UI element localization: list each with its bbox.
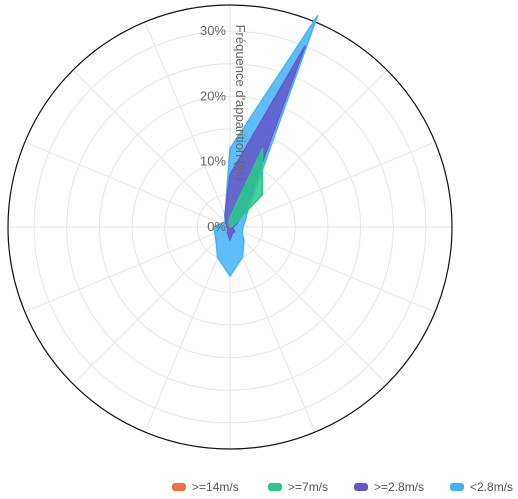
- grid-ring: [131, 128, 329, 326]
- legend: >=14m/s >=7m/s >=2.8m/s <2.8m/s: [0, 477, 518, 499]
- legend-swatch-14ms: [172, 483, 186, 491]
- polar-grid: [7, 4, 453, 450]
- spoke-line: [72, 69, 231, 228]
- series-area-7m-s: [228, 147, 264, 228]
- radial-tick-labels: 0% 10% 20% 30%: [200, 23, 226, 234]
- spoke-line: [229, 226, 436, 313]
- grid-ring: [98, 95, 362, 359]
- spoke-line: [229, 226, 388, 385]
- tick-label-10: 10%: [200, 154, 226, 169]
- series-area-14m-s: [229, 225, 232, 228]
- legend-label-lt-2-8ms: <2.8m/s: [470, 480, 514, 494]
- legend-swatch-2-8ms: [354, 483, 368, 491]
- grid-ring: [33, 30, 427, 424]
- grid-ring: [66, 63, 394, 391]
- legend-swatch-lt-2-8ms: [450, 483, 464, 491]
- spoke-line: [144, 21, 231, 228]
- legend-item-2-8ms[interactable]: >=2.8m/s: [354, 477, 424, 497]
- legend-label-14ms: >=14m/s: [192, 480, 239, 494]
- outer-circle: [7, 4, 453, 450]
- series-layer: [212, 15, 319, 277]
- spoke-line: [24, 226, 231, 313]
- legend-item-14ms[interactable]: >=14m/s: [172, 477, 239, 497]
- legend-swatch-7ms: [268, 483, 282, 491]
- tick-label-30: 30%: [200, 23, 226, 38]
- legend-item-7ms[interactable]: >=7m/s: [268, 477, 328, 497]
- spoke-line: [72, 226, 231, 385]
- legend-item-lt-2-8ms[interactable]: <2.8m/s: [450, 477, 513, 497]
- legend-label-2-8ms: >=2.8m/s: [374, 480, 425, 494]
- legend-label-7ms: >=7m/s: [288, 480, 329, 494]
- tick-label-20: 20%: [200, 88, 226, 103]
- radial-axis-title: Fréquence d'apparition (%): [233, 25, 248, 181]
- spoke-line: [24, 141, 231, 228]
- spoke-line: [144, 226, 231, 433]
- spoke-line: [229, 226, 316, 433]
- spoke-line: [229, 141, 436, 228]
- tick-label-0: 0%: [207, 219, 226, 234]
